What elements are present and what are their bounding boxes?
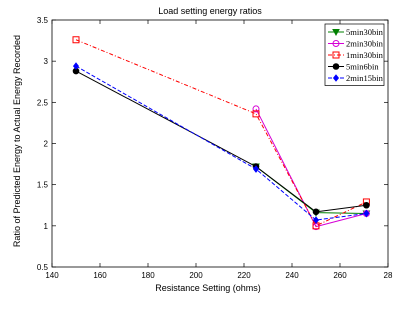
y-tick-label: 1.5 bbox=[37, 181, 49, 190]
legend-entry: 5min30bin bbox=[346, 27, 384, 37]
data-point-2min15bin bbox=[252, 165, 260, 173]
series-line-2min30bin bbox=[255, 108, 367, 228]
legend-entry: 2min30bin bbox=[346, 39, 384, 49]
x-tick-label: 240 bbox=[285, 271, 299, 280]
legend-marker-2min30bin bbox=[332, 40, 340, 47]
data-point-1min30bin bbox=[252, 110, 260, 118]
x-tick-label: 140 bbox=[45, 271, 59, 280]
x-tick-label: 28 bbox=[384, 271, 393, 280]
y-axis-label: Ratio of Predicted Energy to Actual Ener… bbox=[12, 35, 22, 247]
data-point-2min15bin bbox=[72, 62, 80, 70]
legend-marker-5min30bin bbox=[332, 29, 340, 37]
chart-title: Load setting energy ratios bbox=[158, 6, 262, 16]
x-tick-label: 160 bbox=[93, 271, 107, 280]
data-point-2min15bin bbox=[312, 216, 320, 224]
x-tick-label: 220 bbox=[237, 271, 251, 280]
y-tick-label: 3 bbox=[44, 57, 49, 66]
x-tick-label: 260 bbox=[333, 271, 347, 280]
data-point-2min30bin bbox=[252, 105, 260, 113]
series-line-2min15bin bbox=[75, 65, 367, 221]
data-point-1min30bin bbox=[72, 36, 80, 44]
data-point-2min15bin bbox=[363, 209, 370, 218]
x-tick-label: 200 bbox=[189, 271, 203, 280]
y-tick-label: 1 bbox=[44, 222, 49, 231]
data-point-5min6bin bbox=[312, 208, 320, 216]
x-tick-label: 180 bbox=[141, 271, 155, 280]
series-line-1min30bin bbox=[75, 39, 367, 227]
legend-marker-5min6bin bbox=[332, 63, 340, 70]
y-tick-label: 2 bbox=[44, 140, 49, 149]
legend-entry: 5min6bin bbox=[346, 62, 379, 72]
legend-marker-2min15bin bbox=[332, 74, 340, 82]
data-point-5min6bin bbox=[363, 201, 370, 209]
legend-entry: 2min15bin bbox=[346, 73, 384, 83]
y-tick-label: 3.5 bbox=[37, 16, 49, 25]
legend-entry: 1min30bin bbox=[346, 50, 384, 60]
y-tick-label: 2.5 bbox=[37, 98, 49, 107]
series-line-5min6bin bbox=[75, 70, 367, 213]
x-axis-label: Resistance Setting (ohms) bbox=[155, 283, 261, 293]
legend-marker-1min30bin bbox=[332, 51, 340, 59]
y-tick-label: 0.5 bbox=[37, 263, 49, 272]
